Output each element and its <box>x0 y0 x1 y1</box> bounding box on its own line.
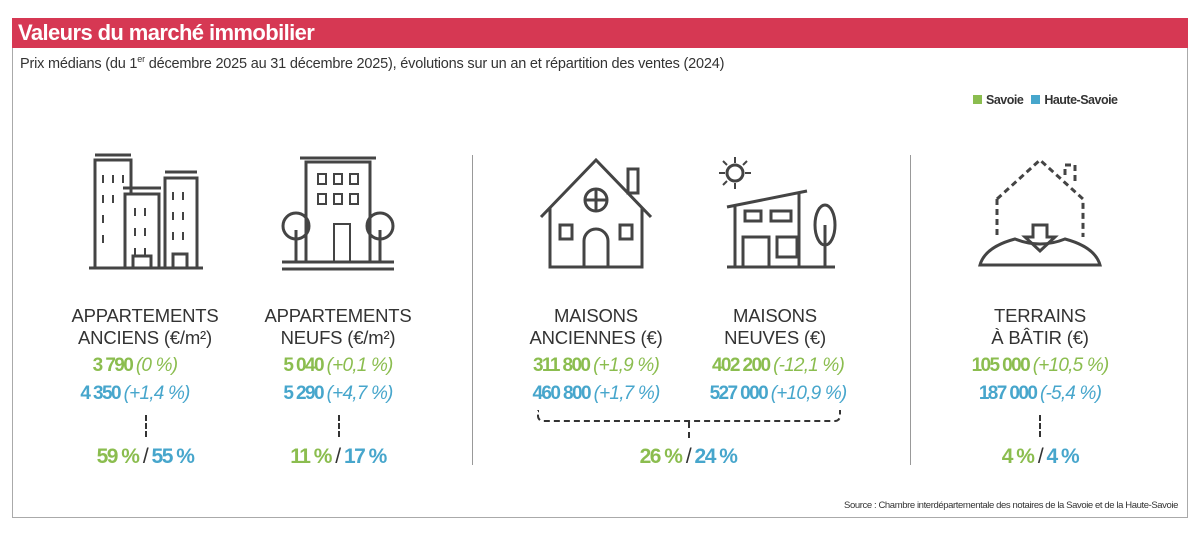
share-appartements-anciens: 59 % / 55 % <box>96 445 195 468</box>
legend-label: Haute-Savoie <box>1044 93 1118 107</box>
legend-haute-savoie: Haute-Savoie <box>1031 93 1118 107</box>
savoie-value: 3 790 (0 %) <box>92 355 178 376</box>
savoie-value: 311 800 (+1,9 %) <box>532 355 660 376</box>
building-land-icon <box>978 157 1102 267</box>
haute-savoie-value: 187 000 (-5,4 %) <box>978 383 1102 404</box>
label-line: ANCIENS (€/m²) <box>78 327 212 348</box>
label-line: TERRAINS <box>994 305 1086 326</box>
share-terrains: 4 % / 4 % <box>1001 445 1080 468</box>
values-appartements-anciens: 3 790 (0 %) 4 350 (+1,4 %) <box>25 352 245 408</box>
source-note: Source : Chambre interdépartementale des… <box>844 500 1178 511</box>
connector-line <box>145 415 147 437</box>
label-line: ANCIENNES (€) <box>529 327 663 348</box>
haute-savoie-value: 4 350 (+1,4 %) <box>80 383 190 404</box>
haute-savoie-value: 460 800 (+1,7 %) <box>532 383 660 404</box>
apartment-buildings-icon <box>89 153 203 270</box>
values-terrains: 105 000 (+10,5 %) 187 000 (-5,4 %) <box>930 352 1150 408</box>
subtitle: Prix médians (du 1er décembre 2025 au 31… <box>20 54 724 72</box>
values-maisons-neuves: 402 200 (-12,1 %) 527 000 (+10,9 %) <box>668 352 888 408</box>
page-title: Valeurs du marché immobilier <box>12 18 1188 48</box>
connector-line <box>1039 415 1041 437</box>
new-house-icon <box>719 157 837 269</box>
maisons-bracket <box>537 410 841 422</box>
legend-swatch-haute-savoie <box>1031 95 1041 104</box>
legend-swatch-savoie <box>973 95 982 104</box>
new-apartment-building-icon <box>281 156 395 271</box>
legend-savoie: Savoie <box>973 93 1024 107</box>
label-line: MAISONS <box>733 305 817 326</box>
connector-line <box>688 422 690 438</box>
savoie-value: 105 000 (+10,5 %) <box>971 355 1110 376</box>
label-line: APPARTEMENTS <box>71 305 219 326</box>
haute-savoie-value: 5 290 (+4,7 %) <box>283 383 393 404</box>
label-appartements-neufs: APPARTEMENTS NEUFS (€/m²) <box>228 305 448 349</box>
label-maisons-anciennes: MAISONS ANCIENNES (€) <box>486 305 706 349</box>
subtitle-text: Prix médians (du 1 <box>20 55 138 72</box>
subtitle-text-rest: décembre 2025 au 31 décembre 2025), évol… <box>144 55 725 72</box>
savoie-value: 402 200 (-12,1 %) <box>711 355 845 376</box>
label-line: APPARTEMENTS <box>264 305 412 326</box>
savoie-value: 5 040 (+0,1 %) <box>283 355 393 376</box>
divider <box>910 155 911 465</box>
label-appartements-anciens: APPARTEMENTS ANCIENS (€/m²) <box>35 305 255 349</box>
subtitle-sup: er <box>137 54 145 64</box>
haute-savoie-value: 527 000 (+10,9 %) <box>709 383 848 404</box>
divider <box>472 155 473 465</box>
connector-line <box>338 415 340 437</box>
values-appartements-neufs: 5 040 (+0,1 %) 5 290 (+4,7 %) <box>228 352 448 408</box>
label-line: NEUVES (€) <box>724 327 826 348</box>
label-line: MAISONS <box>554 305 638 326</box>
label-line: NEUFS (€/m²) <box>280 327 396 348</box>
legend-label: Savoie <box>986 93 1024 107</box>
legend: Savoie Haute-Savoie <box>973 93 1118 107</box>
share-maisons: 26 % / 24 % <box>639 445 738 468</box>
old-house-icon <box>539 157 653 269</box>
label-terrains: TERRAINS À BÂTIR (€) <box>930 305 1150 349</box>
share-appartements-neufs: 11 % / 17 % <box>290 445 387 468</box>
values-maisons-anciennes: 311 800 (+1,9 %) 460 800 (+1,7 %) <box>486 352 706 408</box>
label-line: À BÂTIR (€) <box>991 327 1089 348</box>
label-maisons-neuves: MAISONS NEUVES (€) <box>665 305 885 349</box>
